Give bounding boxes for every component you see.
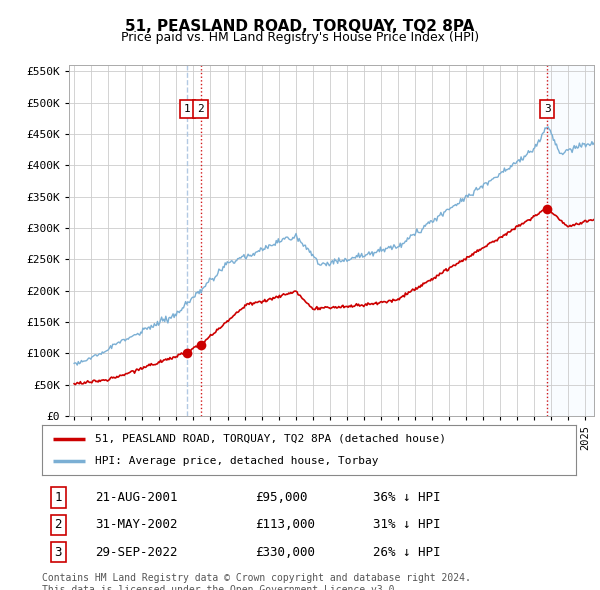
Text: 31-MAY-2002: 31-MAY-2002 <box>95 518 178 532</box>
Text: Contains HM Land Registry data © Crown copyright and database right 2024.
This d: Contains HM Land Registry data © Crown c… <box>42 573 471 590</box>
Text: 3: 3 <box>54 546 62 559</box>
Text: £95,000: £95,000 <box>256 491 308 504</box>
Text: Price paid vs. HM Land Registry's House Price Index (HPI): Price paid vs. HM Land Registry's House … <box>121 31 479 44</box>
Bar <box>547 65 594 416</box>
Text: £330,000: £330,000 <box>256 546 316 559</box>
Text: 2: 2 <box>197 104 204 114</box>
Text: 31% ↓ HPI: 31% ↓ HPI <box>373 518 440 532</box>
Text: 2: 2 <box>54 518 62 532</box>
Text: 26% ↓ HPI: 26% ↓ HPI <box>373 546 440 559</box>
Text: £113,000: £113,000 <box>256 518 316 532</box>
Text: 21-AUG-2001: 21-AUG-2001 <box>95 491 178 504</box>
Text: 1: 1 <box>184 104 191 114</box>
Text: 1: 1 <box>54 491 62 504</box>
Text: 3: 3 <box>544 104 550 114</box>
Text: 51, PEASLAND ROAD, TORQUAY, TQ2 8PA (detached house): 51, PEASLAND ROAD, TORQUAY, TQ2 8PA (det… <box>95 434 446 444</box>
Text: 29-SEP-2022: 29-SEP-2022 <box>95 546 178 559</box>
Text: 36% ↓ HPI: 36% ↓ HPI <box>373 491 440 504</box>
Text: HPI: Average price, detached house, Torbay: HPI: Average price, detached house, Torb… <box>95 456 379 466</box>
Text: 51, PEASLAND ROAD, TORQUAY, TQ2 8PA: 51, PEASLAND ROAD, TORQUAY, TQ2 8PA <box>125 19 475 34</box>
